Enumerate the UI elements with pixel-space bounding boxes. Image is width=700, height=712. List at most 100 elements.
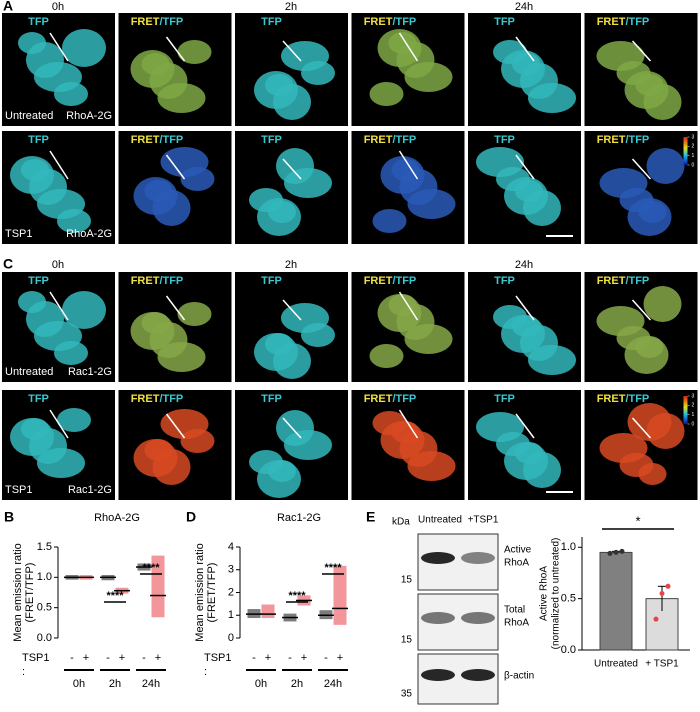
colorbar-label: 3 (692, 134, 695, 140)
tfp-label: /TFP (625, 275, 649, 287)
channel-label: FRET/TFP (131, 275, 184, 287)
cell (254, 71, 298, 109)
channel-label: TFP (261, 134, 282, 146)
band (461, 612, 495, 624)
tfp-label: /TFP (625, 134, 649, 146)
y-tick-label: 0.5 (561, 593, 576, 605)
cell (257, 460, 301, 498)
time-label: 0h (52, 1, 64, 13)
cell (54, 341, 88, 365)
band-label: Total (504, 605, 525, 616)
channel-label: TFP (28, 134, 49, 146)
tfp-label: /TFP (392, 134, 416, 146)
sig-stars: **** (106, 590, 124, 602)
image-tile: FRET/TFP (118, 390, 232, 500)
cell (301, 61, 335, 85)
panel-letter: C (3, 256, 13, 272)
sign-label: + (83, 652, 89, 664)
fret-label: FRET (597, 16, 626, 28)
channel-label: FRET/TFP (597, 134, 650, 146)
line-scan (49, 409, 69, 439)
image-tile: TFP (235, 131, 348, 244)
line-scan (631, 299, 652, 321)
cell (380, 421, 425, 459)
cell (372, 209, 407, 233)
band (421, 669, 455, 681)
sign-label: - (106, 652, 110, 664)
tfp-label: /TFP (392, 275, 416, 287)
sign-label: - (252, 652, 256, 664)
fret-label: FRET (364, 393, 393, 405)
cell (177, 302, 212, 326)
colorbar-label: 3 (692, 393, 695, 399)
bar (599, 551, 633, 651)
fret-label: FRET (131, 16, 160, 28)
chart-title: RhoA-2G (94, 512, 140, 524)
line-scan (398, 150, 419, 180)
sign-label: + (265, 652, 271, 664)
cell (369, 82, 404, 106)
colorbar-label: 2 (692, 403, 695, 409)
cell (624, 71, 669, 109)
fret-label: FRET (131, 275, 160, 287)
y-tick-label: 0 (228, 632, 234, 644)
line-scan (165, 413, 186, 439)
band (421, 552, 455, 564)
colorbar-label: 1 (692, 153, 695, 159)
channel-label: FRET/TFP (364, 16, 417, 28)
line-scan (165, 295, 186, 321)
cell (646, 148, 685, 184)
band (461, 669, 495, 681)
fret-label: FRET (364, 134, 393, 146)
y-axis-label: (FRET/TFP) (24, 563, 36, 623)
lane-label: +TSP1 (468, 515, 499, 526)
cell (133, 177, 178, 215)
colorbar-label: 0 (692, 162, 695, 168)
panel-letter: E (366, 509, 375, 525)
tfp-label: /TFP (392, 393, 416, 405)
condition-label: TSP1 (5, 228, 33, 240)
y-axis-label: Mean emission ratio (194, 543, 206, 641)
line-scan (515, 295, 535, 321)
group-label: 2h (109, 678, 121, 690)
line-scan (282, 40, 302, 62)
y-tick-label: 3 (228, 564, 234, 576)
channel-label: FRET/TFP (131, 16, 184, 28)
x-tick-label: Untreated (594, 659, 638, 670)
time-label: 2h (285, 259, 297, 271)
sign-label: - (70, 652, 74, 664)
sensor-label: Rac1-2G (68, 484, 112, 496)
cell (54, 82, 88, 106)
cell (528, 83, 576, 113)
cell (177, 40, 212, 64)
fret-label: FRET (364, 16, 393, 28)
cell (62, 291, 106, 329)
tfp-label: /TFP (625, 393, 649, 405)
image-tile: TFP TSP1 Rac1-2G (2, 390, 115, 500)
y-tick-label: 1.5 (37, 541, 52, 553)
channel-label: FRET/TFP (364, 393, 417, 405)
line-scan (631, 40, 652, 62)
sign-label: + (119, 652, 125, 664)
image-tile: TFP TSP1 RhoA-2G (2, 131, 115, 244)
image-tile: FRET/TFP (118, 131, 232, 244)
group-label: 24h (142, 678, 160, 690)
cell (130, 50, 175, 88)
channel-label: FRET/TFP (597, 275, 650, 287)
line-scan (165, 36, 186, 62)
group-label: 2h (291, 678, 303, 690)
image-tile: TFP (468, 272, 581, 382)
y-tick-label: 0.0 (37, 632, 52, 644)
y-tick-label: 0.0 (561, 644, 576, 656)
time-label: 2h (285, 1, 297, 13)
sign-label: - (288, 652, 292, 664)
colorbar-label: 0 (692, 421, 695, 427)
condition-label: TSP1 (5, 484, 33, 496)
channel-label: FRET/TFP (364, 134, 417, 146)
x-tick-label: + TSP1 (645, 659, 679, 670)
group-label: 0h (255, 678, 267, 690)
y-tick-label: 2 (228, 586, 234, 598)
image-tile: FRET/TFP (351, 131, 465, 244)
tfp-label: /TFP (159, 275, 183, 287)
